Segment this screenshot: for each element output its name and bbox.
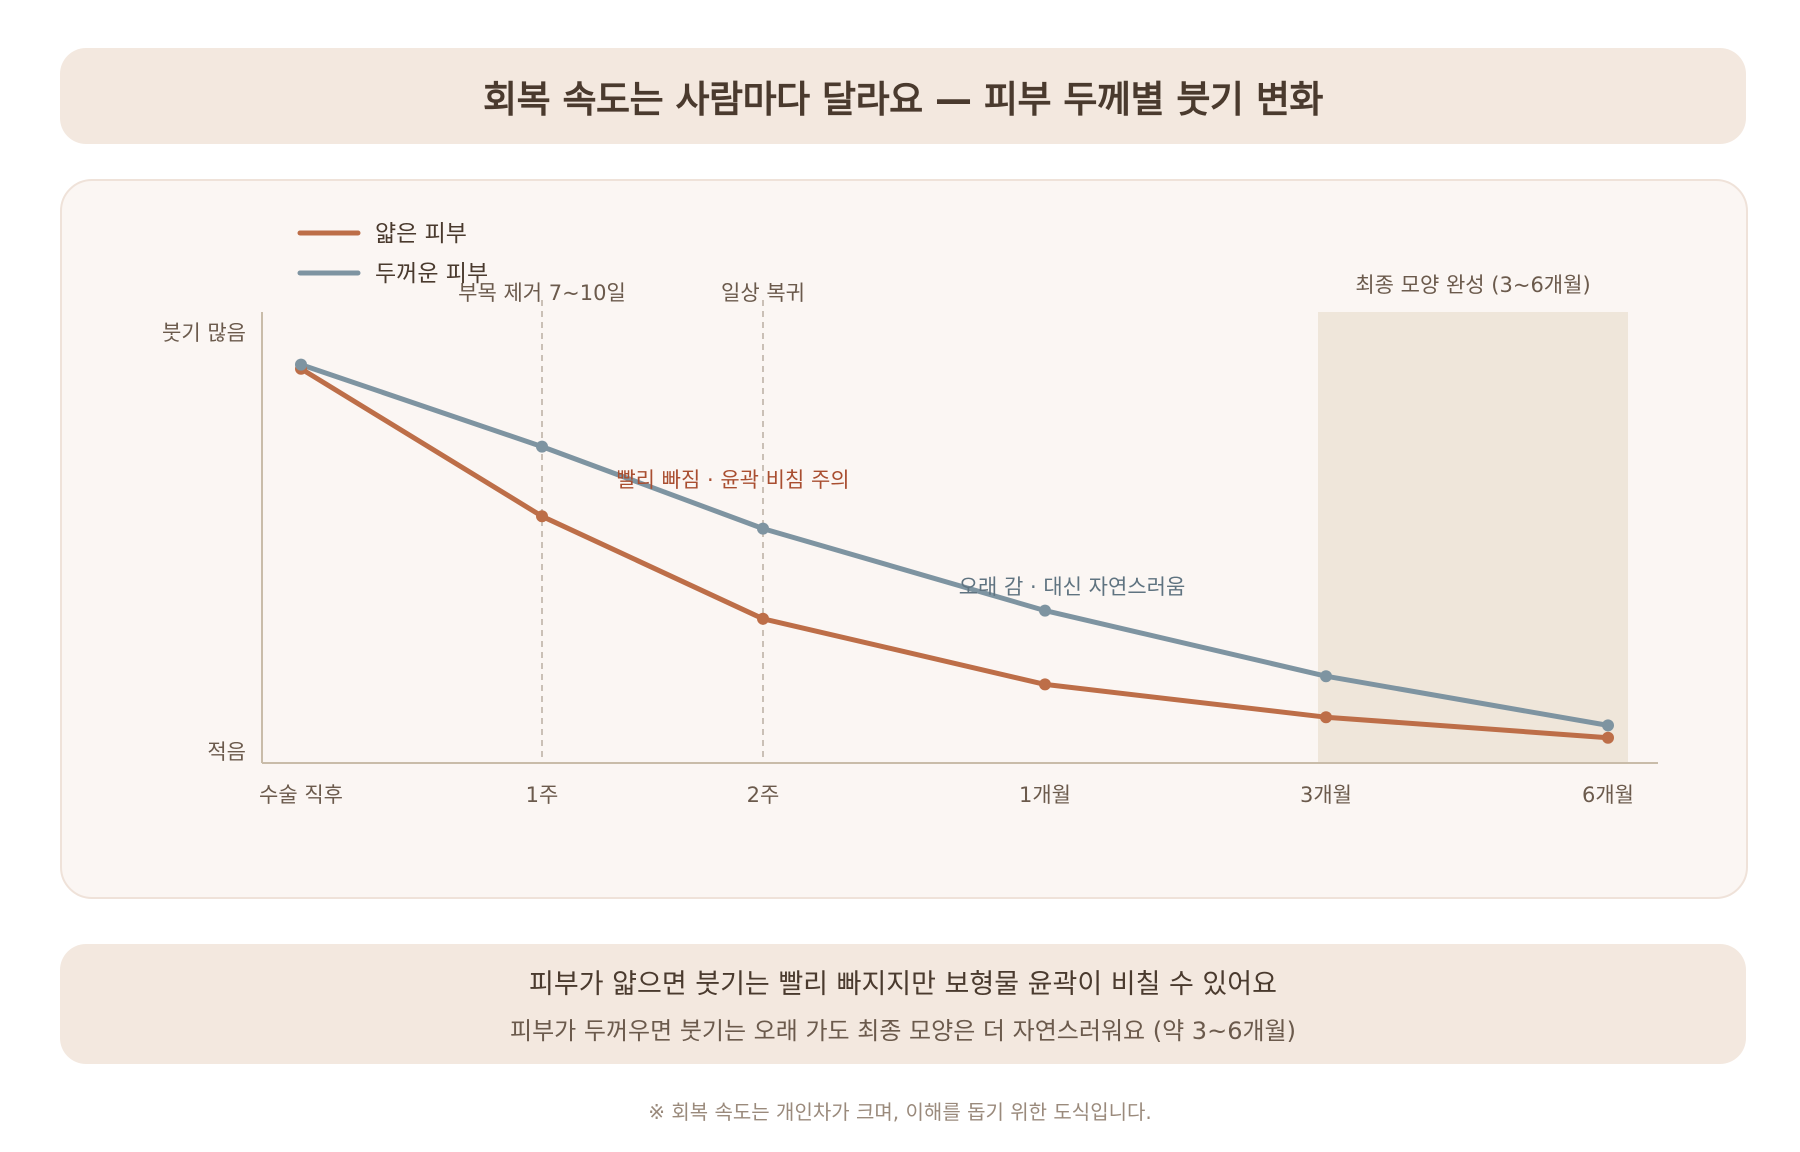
legend-label: 얇은 피부 [375,221,467,247]
annotation-label: 빨리 빠짐 · 윤곽 비침 주의 [616,468,849,492]
legend-label: 두꺼운 피부 [375,261,488,287]
data-point [1602,719,1614,732]
series-layer [295,358,1614,744]
event-layer: 부목 제거 7~10일 일상 복귀 [458,281,805,763]
event-label: 부목 제거 7~10일 [458,281,626,305]
annotation-label: 오래 감 · 대신 자연스러움 [959,575,1186,599]
data-point [1039,678,1051,691]
x-tick-label: 1주 [526,783,559,807]
summary-line-1: 피부가 얇으면 붓기는 빨리 빠지지만 보형물 윤곽이 비칠 수 있어요 [529,969,1277,1000]
data-point [1039,604,1051,617]
data-point [757,612,769,625]
footnote: ※ 회복 속도는 개인차가 크며, 이해를 돕기 위한 도식입니다. [648,1100,1152,1124]
data-point [1320,670,1332,683]
y-label-bottom: 적음 [207,740,246,764]
x-tick-label: 1개월 [1019,783,1071,807]
x-tick-label: 수술 직후 [259,783,343,807]
data-point [295,358,307,371]
series-line [298,362,1611,728]
highlight-region [1318,312,1628,763]
summary-banner: 피부가 얇으면 붓기는 빨리 빠지지만 보형물 윤곽이 비칠 수 있어요 피부가… [60,944,1746,1064]
data-point [536,510,548,523]
highlight-label: 최종 모양 완성 (3~6개월) [1355,273,1590,297]
data-point [757,522,769,535]
highlight-layer: 최종 모양 완성 (3~6개월) [1318,273,1628,763]
data-point [1320,711,1332,724]
x-tick-label: 2주 [747,783,780,807]
x-tick-label: 3개월 [1300,783,1352,807]
series-line [298,366,1611,741]
x-tick-label: 6개월 [1582,783,1634,807]
chart-title: 회복 속도는 사람마다 달라요 — 피부 두께별 붓기 변화 [483,78,1323,121]
y-label-top: 붓기 많음 [162,321,246,345]
data-point [1602,731,1614,744]
title-banner: 회복 속도는 사람마다 달라요 — 피부 두께별 붓기 변화 [60,48,1746,144]
event-label: 일상 복귀 [721,281,805,305]
data-point [536,440,548,453]
summary-line-2: 피부가 두꺼우면 붓기는 오래 가도 최종 모양은 더 자연스러워요 (약 3~… [510,1017,1296,1045]
